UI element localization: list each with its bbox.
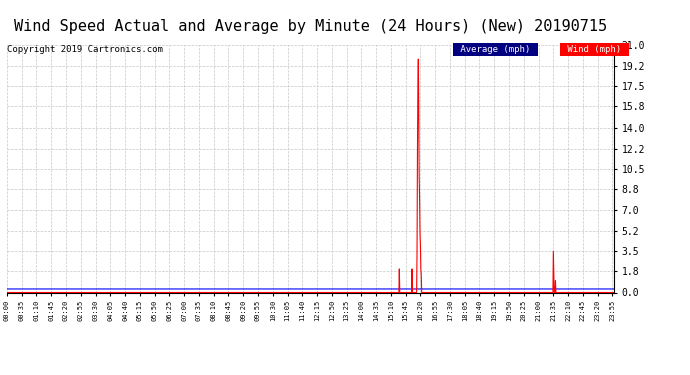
Text: Wind Speed Actual and Average by Minute (24 Hours) (New) 20190715: Wind Speed Actual and Average by Minute … [14, 19, 607, 34]
Text: Copyright 2019 Cartronics.com: Copyright 2019 Cartronics.com [7, 45, 163, 54]
Text: Average (mph): Average (mph) [455, 45, 536, 54]
Text: Wind (mph): Wind (mph) [562, 45, 627, 54]
